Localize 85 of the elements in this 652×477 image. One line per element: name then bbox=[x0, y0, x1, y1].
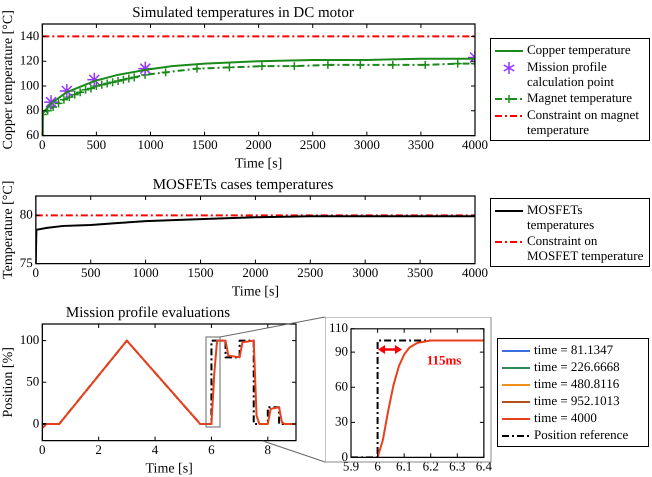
y-axis-title: Copper temperature [°C] bbox=[1, 10, 16, 150]
annotation: 115ms bbox=[426, 352, 462, 368]
point bbox=[257, 61, 267, 71]
point bbox=[160, 68, 170, 78]
point bbox=[192, 64, 202, 74]
y-tick-label: 60 bbox=[335, 378, 348, 394]
x-axis-title: Time [s] bbox=[234, 156, 282, 172]
legend-label: Mission profile calculation point bbox=[527, 59, 616, 89]
y-tick-label: 140 bbox=[20, 28, 40, 43]
point bbox=[86, 84, 96, 94]
chart-title: Simulated temperatures in DC motor bbox=[132, 4, 354, 21]
chart-title: Mission profile evaluations bbox=[66, 304, 230, 321]
point bbox=[97, 80, 107, 90]
legend-label: time = 226.6668 bbox=[534, 359, 620, 374]
point bbox=[323, 60, 333, 70]
x-tick-label: 4000 bbox=[462, 264, 488, 280]
legend-label: time = 952.1013 bbox=[534, 393, 620, 408]
point bbox=[102, 78, 112, 88]
point bbox=[54, 98, 64, 108]
x-tick-label: 1500 bbox=[192, 136, 218, 152]
x-tick-label: 4 bbox=[152, 442, 159, 457]
x-tick-label: 6 bbox=[208, 442, 216, 457]
legend-label: time = 4000 bbox=[534, 410, 597, 425]
y-tick-label: 100 bbox=[20, 332, 40, 348]
x-tick-label: 500 bbox=[80, 264, 100, 280]
x-tick-label: 2000 bbox=[242, 264, 268, 280]
x-tick-label: 2500 bbox=[297, 264, 324, 280]
y-tick-label: 60 bbox=[26, 127, 40, 142]
x-tick-label: 8 bbox=[264, 442, 272, 457]
x-tick-label: 4000 bbox=[462, 136, 488, 152]
y-tick-label: 30 bbox=[335, 414, 348, 429]
y-tick-label: 75 bbox=[20, 255, 33, 270]
point bbox=[130, 72, 139, 82]
legend-label: Magnet temperature bbox=[527, 90, 632, 105]
legend-label: Position reference bbox=[534, 427, 628, 442]
point bbox=[113, 76, 123, 86]
y-axis-title: Temperature [°C] bbox=[1, 180, 16, 279]
y-tick-label: 100 bbox=[20, 77, 40, 92]
point bbox=[64, 92, 74, 102]
x-axis-title: Time [s] bbox=[145, 461, 193, 476]
x-tick-label: 1000 bbox=[132, 264, 159, 280]
point bbox=[59, 83, 75, 99]
x-axis-title: Time [s] bbox=[232, 284, 280, 300]
point bbox=[70, 90, 80, 100]
x-tick-label: 1000 bbox=[137, 136, 164, 152]
y-tick-label: 0 bbox=[32, 415, 40, 430]
point bbox=[43, 94, 59, 110]
x-tick-label: 3000 bbox=[352, 264, 378, 280]
point bbox=[48, 102, 58, 112]
point bbox=[118, 75, 128, 85]
legend-label: Constraint on MOSFET temperature bbox=[527, 233, 644, 263]
y-tick-label: 80 bbox=[20, 206, 33, 222]
x-tick-label: 3000 bbox=[354, 136, 380, 152]
point bbox=[290, 61, 300, 71]
x-tick-label: 1500 bbox=[188, 264, 214, 280]
y-tick-label: 110 bbox=[328, 320, 348, 336]
legend-label: MOSFETs temperatures bbox=[527, 202, 596, 232]
x-tick-label: 2 bbox=[95, 442, 102, 457]
point bbox=[388, 60, 398, 70]
x-tick-label: 2500 bbox=[300, 136, 326, 152]
point bbox=[124, 74, 134, 84]
point bbox=[356, 60, 366, 70]
y-tick-label: 50 bbox=[26, 374, 40, 389]
x-tick-label: 2000 bbox=[246, 136, 272, 152]
point bbox=[452, 58, 462, 68]
point bbox=[138, 60, 154, 76]
point bbox=[92, 81, 102, 91]
point bbox=[86, 72, 102, 88]
legend-label: time = 81.1347 bbox=[534, 342, 614, 357]
y-axis-title: Position [%] bbox=[1, 347, 16, 418]
point bbox=[420, 60, 430, 70]
legend-label: Constraint on magnet temperature bbox=[527, 107, 640, 137]
point bbox=[80, 84, 90, 94]
point bbox=[75, 87, 85, 97]
chart-title: MOSFETs cases temperatures bbox=[152, 176, 334, 193]
y-tick-label: 80 bbox=[26, 102, 40, 118]
x-tick-label: 3500 bbox=[407, 264, 434, 280]
x-tick-label: 500 bbox=[86, 136, 106, 152]
y-tick-label: 120 bbox=[20, 52, 40, 68]
x-tick-label: 3500 bbox=[408, 136, 434, 152]
legend-label: time = 480.8116 bbox=[534, 376, 620, 391]
point bbox=[59, 94, 69, 104]
legend-label: Copper temperature bbox=[527, 42, 631, 57]
y-tick-label: 90 bbox=[335, 344, 348, 359]
point bbox=[108, 78, 118, 88]
